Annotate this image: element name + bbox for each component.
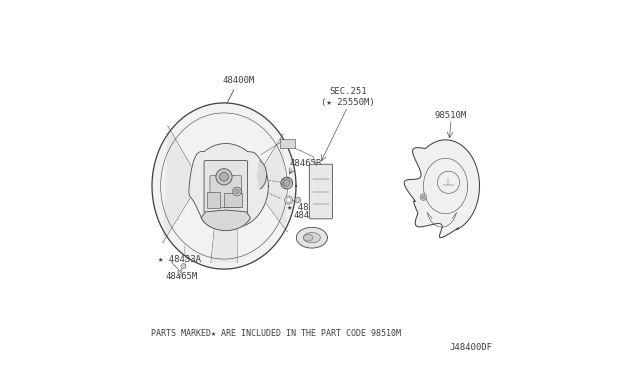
Text: 48465M: 48465M xyxy=(166,272,198,281)
FancyBboxPatch shape xyxy=(210,176,242,208)
Polygon shape xyxy=(163,126,193,243)
Polygon shape xyxy=(257,161,266,189)
Text: ★ 48433A: ★ 48433A xyxy=(157,255,200,264)
Circle shape xyxy=(287,198,291,202)
Text: ★ 48433A: ★ 48433A xyxy=(287,203,330,212)
FancyBboxPatch shape xyxy=(309,164,333,219)
Circle shape xyxy=(232,187,241,196)
Circle shape xyxy=(422,196,425,199)
FancyBboxPatch shape xyxy=(204,161,248,213)
Text: SEC.251: SEC.251 xyxy=(329,87,367,96)
Polygon shape xyxy=(296,227,328,248)
FancyBboxPatch shape xyxy=(207,192,220,208)
Circle shape xyxy=(420,194,427,201)
Text: 48465B: 48465B xyxy=(290,160,322,169)
FancyBboxPatch shape xyxy=(280,139,295,148)
Circle shape xyxy=(295,197,301,203)
Text: 98510M: 98510M xyxy=(435,111,467,120)
Circle shape xyxy=(220,172,228,181)
Circle shape xyxy=(285,196,292,204)
Polygon shape xyxy=(211,225,237,262)
Polygon shape xyxy=(189,144,268,228)
Polygon shape xyxy=(404,140,479,238)
Circle shape xyxy=(235,189,239,194)
Text: 48400M: 48400M xyxy=(223,76,255,103)
Ellipse shape xyxy=(303,234,313,241)
Polygon shape xyxy=(201,210,250,231)
Polygon shape xyxy=(152,103,296,269)
Text: 48465H: 48465H xyxy=(293,211,325,220)
FancyBboxPatch shape xyxy=(224,193,243,208)
Ellipse shape xyxy=(303,232,321,243)
Text: J48400DF: J48400DF xyxy=(450,343,493,352)
Polygon shape xyxy=(259,135,287,232)
Text: (★ 25550M): (★ 25550M) xyxy=(321,98,374,107)
Circle shape xyxy=(281,177,292,189)
Circle shape xyxy=(284,180,290,186)
Circle shape xyxy=(181,263,186,269)
Circle shape xyxy=(216,169,232,185)
Ellipse shape xyxy=(178,270,182,276)
Ellipse shape xyxy=(179,272,181,275)
Text: PARTS MARKED★ ARE INCLUDED IN THE PART CODE 98510M: PARTS MARKED★ ARE INCLUDED IN THE PART C… xyxy=(151,328,401,337)
